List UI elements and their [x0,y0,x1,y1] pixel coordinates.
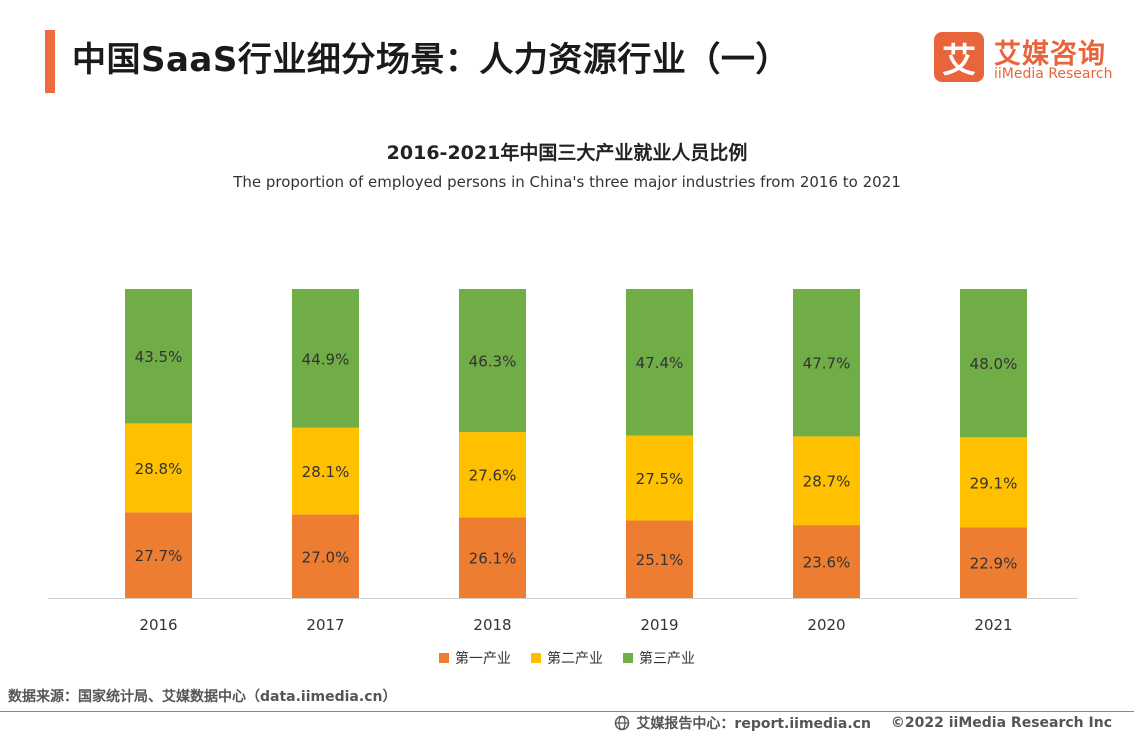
legend-label-primary: 第一产业 [455,651,511,667]
bar-tertiary-2019 [626,289,693,436]
data-label-secondary-2017: 28.1% [302,463,350,481]
legend-item-tertiary: 第三产业 [623,648,695,668]
bar-tertiary-2021 [960,289,1027,438]
logo-en-text: iiMedia Research [994,66,1113,82]
bar-primary-2020 [793,525,860,598]
data-label-tertiary-2017: 44.9% [302,350,350,368]
data-label-primary-2020: 23.6% [803,554,851,572]
data-label-tertiary-2016: 43.5% [135,348,183,366]
data-label-tertiary-2020: 47.7% [803,355,851,373]
bar-secondary-2021 [960,437,1027,528]
bar-secondary-2020 [793,436,860,526]
x-tick-label-2019: 2019 [640,616,678,634]
legend-swatch-primary [439,653,449,663]
legend-item-secondary: 第二产业 [531,648,603,668]
bar-secondary-2019 [626,435,693,521]
chart-title: 2016-2021年中国三大产业就业人员比例 [386,142,748,164]
bar-primary-2021 [960,527,1027,598]
data-label-tertiary-2021: 48.0% [970,355,1018,373]
brand-logo[interactable]: 艾 艾媒咨询 iiMedia Research [934,32,1124,88]
footer-report-link[interactable]: 艾媒报告中心：report.iimedia.cn [636,716,871,732]
bar-tertiary-2020 [793,289,860,437]
legend-label-tertiary: 第三产业 [639,651,695,667]
footer: 艾媒报告中心：report.iimedia.cn ©2022 iiMedia R… [614,713,1112,733]
legend-item-primary: 第一产业 [439,648,511,668]
globe-icon [615,715,630,731]
page-title: 中国SaaS行业细分场景：人力资源行业（一） [72,40,790,80]
logo-cn-text: 艾媒咨询 [994,39,1106,70]
legend-label-secondary: 第二产业 [547,651,603,667]
data-label-secondary-2021: 29.1% [970,474,1018,492]
x-tick-label-2018: 2018 [473,616,511,634]
bar-secondary-2017 [292,427,359,515]
bar-primary-2016 [125,512,192,598]
data-label-secondary-2019: 27.5% [636,470,684,488]
x-tick-label-2020: 2020 [807,616,845,634]
data-label-primary-2018: 26.1% [469,550,517,568]
x-tick-label-2017: 2017 [306,616,344,634]
chart-legend: 第一产业 第二产业 第三产业 [0,648,1134,668]
footer-copyright: ©2022 iiMedia Research Inc [890,715,1112,731]
bar-primary-2018 [459,517,526,598]
title-accent-bar [45,30,55,93]
legend-swatch-tertiary [623,653,633,663]
data-label-secondary-2016: 28.8% [135,460,183,478]
x-tick-label-2021: 2021 [974,616,1012,634]
data-label-secondary-2018: 27.6% [469,467,517,485]
bar-secondary-2018 [459,432,526,518]
data-label-tertiary-2019: 47.4% [636,354,684,372]
bar-tertiary-2018 [459,289,526,433]
data-label-secondary-2020: 28.7% [803,473,851,491]
data-source: 数据来源：国家统计局、艾媒数据中心（data.iimedia.cn） [8,689,397,705]
bar-primary-2019 [626,520,693,598]
bar-tertiary-2016 [125,289,192,424]
data-label-tertiary-2018: 46.3% [469,353,517,371]
bar-tertiary-2017 [292,289,359,428]
footer-divider [0,711,1134,712]
bar-secondary-2016 [125,423,192,513]
logo-mark: 艾 [934,32,984,82]
legend-swatch-secondary [531,653,541,663]
chart-subtitle: The proportion of employed persons in Ch… [233,173,901,191]
bar-primary-2017 [292,514,359,598]
data-label-primary-2021: 22.9% [970,555,1018,573]
x-tick-label-2016: 2016 [139,616,177,634]
data-label-primary-2017: 27.0% [302,548,350,566]
data-label-primary-2016: 27.7% [135,547,183,565]
data-label-primary-2019: 25.1% [636,551,684,569]
